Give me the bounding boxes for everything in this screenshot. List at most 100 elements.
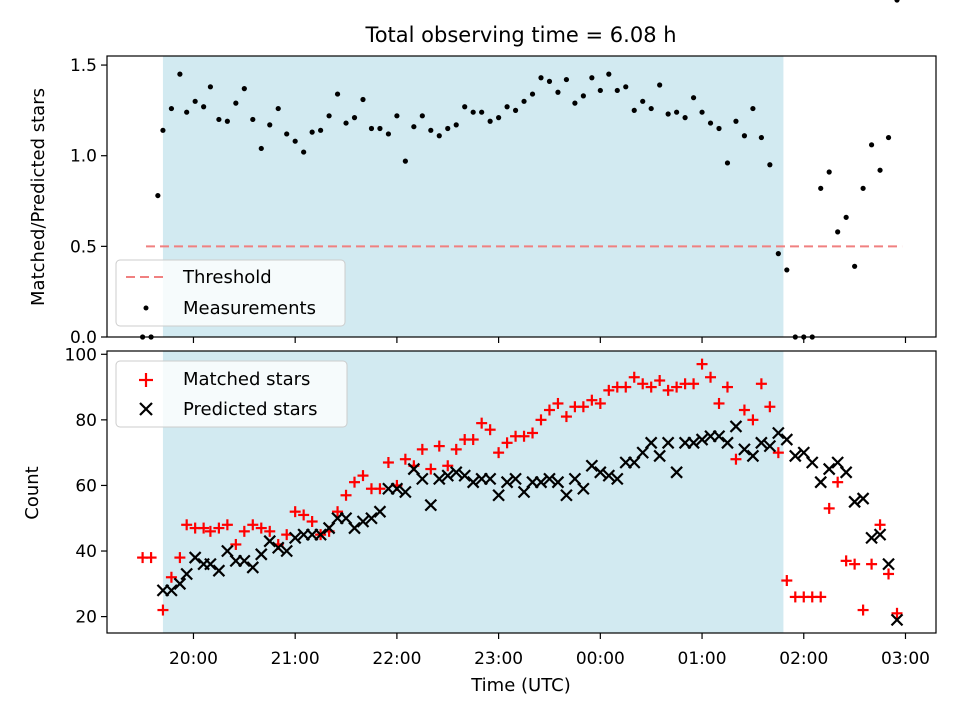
- matched-star-point: [374, 483, 386, 495]
- measurement-point: [301, 149, 307, 155]
- predicted-star-point: [551, 475, 565, 489]
- predicted-star-point-b: [188, 551, 202, 564]
- predicted-star-point: [890, 613, 904, 627]
- measurement-point: [733, 118, 739, 124]
- chart-title: Total observing time = 6.08 h: [364, 23, 676, 47]
- predicted-star-point: [365, 511, 378, 525]
- bottom-y-axis-label: Count: [22, 466, 43, 519]
- predicted-star-point-b: [772, 426, 785, 440]
- matched-star-point: [764, 401, 776, 413]
- predicted-star-point-b: [602, 469, 616, 482]
- matched-star-point: [637, 378, 649, 390]
- x-tick-label: 01:00: [678, 649, 727, 669]
- predicted-star-point-b: [644, 436, 658, 450]
- predicted-star-point: [441, 469, 455, 482]
- legend-threshold-label: Threshold: [182, 267, 272, 288]
- predicted-star-point: [271, 541, 285, 555]
- matched-star-point: [577, 401, 589, 413]
- top-panel: 0.0 0.5 1.0 1.5 Matched/Predicted stars Thr…: [28, 0, 937, 348]
- measurement-point: [377, 125, 383, 132]
- predicted-star-point: [373, 505, 387, 518]
- measurement-point: [699, 109, 705, 115]
- measurement-point: [682, 115, 688, 121]
- predicted-star-point-b: [204, 557, 217, 571]
- predicted-star-point: [314, 528, 327, 541]
- y-tick-label: 40: [75, 542, 97, 562]
- predicted-star-point-b: [449, 466, 463, 479]
- matched-star-point: [157, 604, 169, 616]
- measurement-point: [716, 125, 722, 132]
- matched-star-point: [552, 397, 564, 409]
- predicted-star-point-b: [543, 472, 556, 486]
- predicted-star-point: [500, 475, 514, 489]
- matched-star-point: [357, 470, 369, 482]
- measurement-point: [580, 93, 586, 99]
- predicted-star-point: [254, 548, 268, 561]
- predicted-star-point-b: [433, 472, 446, 486]
- predicted-star-point: [712, 429, 726, 443]
- measurement-point: [623, 84, 629, 90]
- predicted-star-point: [348, 521, 361, 535]
- matched-star-point: [662, 384, 674, 396]
- predicted-star-point-b: [882, 557, 895, 571]
- measurement-point: [445, 125, 451, 132]
- measurement-point: [750, 105, 756, 112]
- predicted-star-point: [356, 515, 370, 528]
- measurement-point: [368, 125, 375, 132]
- measurement-point: [177, 71, 183, 77]
- top-y-axis-label: Matched/Predicted stars: [28, 88, 49, 306]
- measurement-point: [707, 120, 714, 126]
- predicted-star-point-b: [221, 544, 234, 558]
- predicted-star-point-b: [805, 456, 819, 469]
- predicted-star-point-b: [814, 475, 827, 489]
- legend-matched-label: Matched stars: [183, 369, 310, 390]
- matched-star-point: [332, 506, 344, 518]
- predicted-star-point: [204, 557, 217, 571]
- predicted-star-point: [882, 557, 895, 571]
- y-tick-label: 60: [75, 476, 97, 496]
- legend-predicted-swatch-b: [139, 402, 153, 416]
- measurement-point: [224, 118, 230, 124]
- measurement-point: [250, 116, 256, 123]
- predicted-star-point: [543, 472, 556, 486]
- measurement-point: [843, 214, 849, 220]
- predicted-star-point-b: [755, 436, 768, 450]
- predicted-star-point: [848, 495, 861, 509]
- measurement-point: [894, 0, 900, 3]
- matched-stars-points: [137, 358, 903, 619]
- matched-star-point: [174, 552, 186, 564]
- matched-star-point: [628, 371, 640, 383]
- matched-star-point: [501, 437, 513, 449]
- matched-star-point: [493, 447, 505, 459]
- y-tick-label: 20: [75, 608, 97, 628]
- measurement-point: [674, 109, 680, 115]
- predicted-star-point-b: [348, 521, 361, 535]
- measurement-point: [241, 86, 247, 92]
- measurement-point: [504, 104, 510, 110]
- measurement-point: [470, 109, 476, 115]
- bottom-legend: Matched stars Predicted stars: [115, 360, 348, 428]
- predicted-star-point: [746, 449, 760, 463]
- measurement-point: [394, 113, 400, 119]
- matched-star-point: [586, 394, 598, 406]
- matched-star-point: [204, 525, 216, 537]
- predicted-star-point: [492, 489, 505, 502]
- predicted-star-point: [509, 472, 522, 486]
- matched-star-point: [221, 519, 233, 531]
- legend-predicted-label: Predicted stars: [183, 399, 317, 420]
- measurement-point: [648, 105, 654, 112]
- measurement-point: [207, 84, 214, 90]
- predicted-star-point-b: [399, 485, 412, 499]
- top-legend: Threshold Measurements: [115, 259, 346, 327]
- predicted-star-point-b: [585, 459, 599, 473]
- measurement-point: [385, 131, 392, 137]
- measurement-point: [267, 122, 273, 128]
- matched-star-point: [298, 509, 310, 521]
- predicted-star-point-b: [763, 439, 777, 453]
- predicted-star-point: [180, 567, 193, 581]
- predicted-star-point-b: [568, 472, 582, 486]
- predicted-star-point: [661, 436, 675, 450]
- measurement-point: [690, 95, 697, 101]
- matched-star-point: [165, 571, 177, 583]
